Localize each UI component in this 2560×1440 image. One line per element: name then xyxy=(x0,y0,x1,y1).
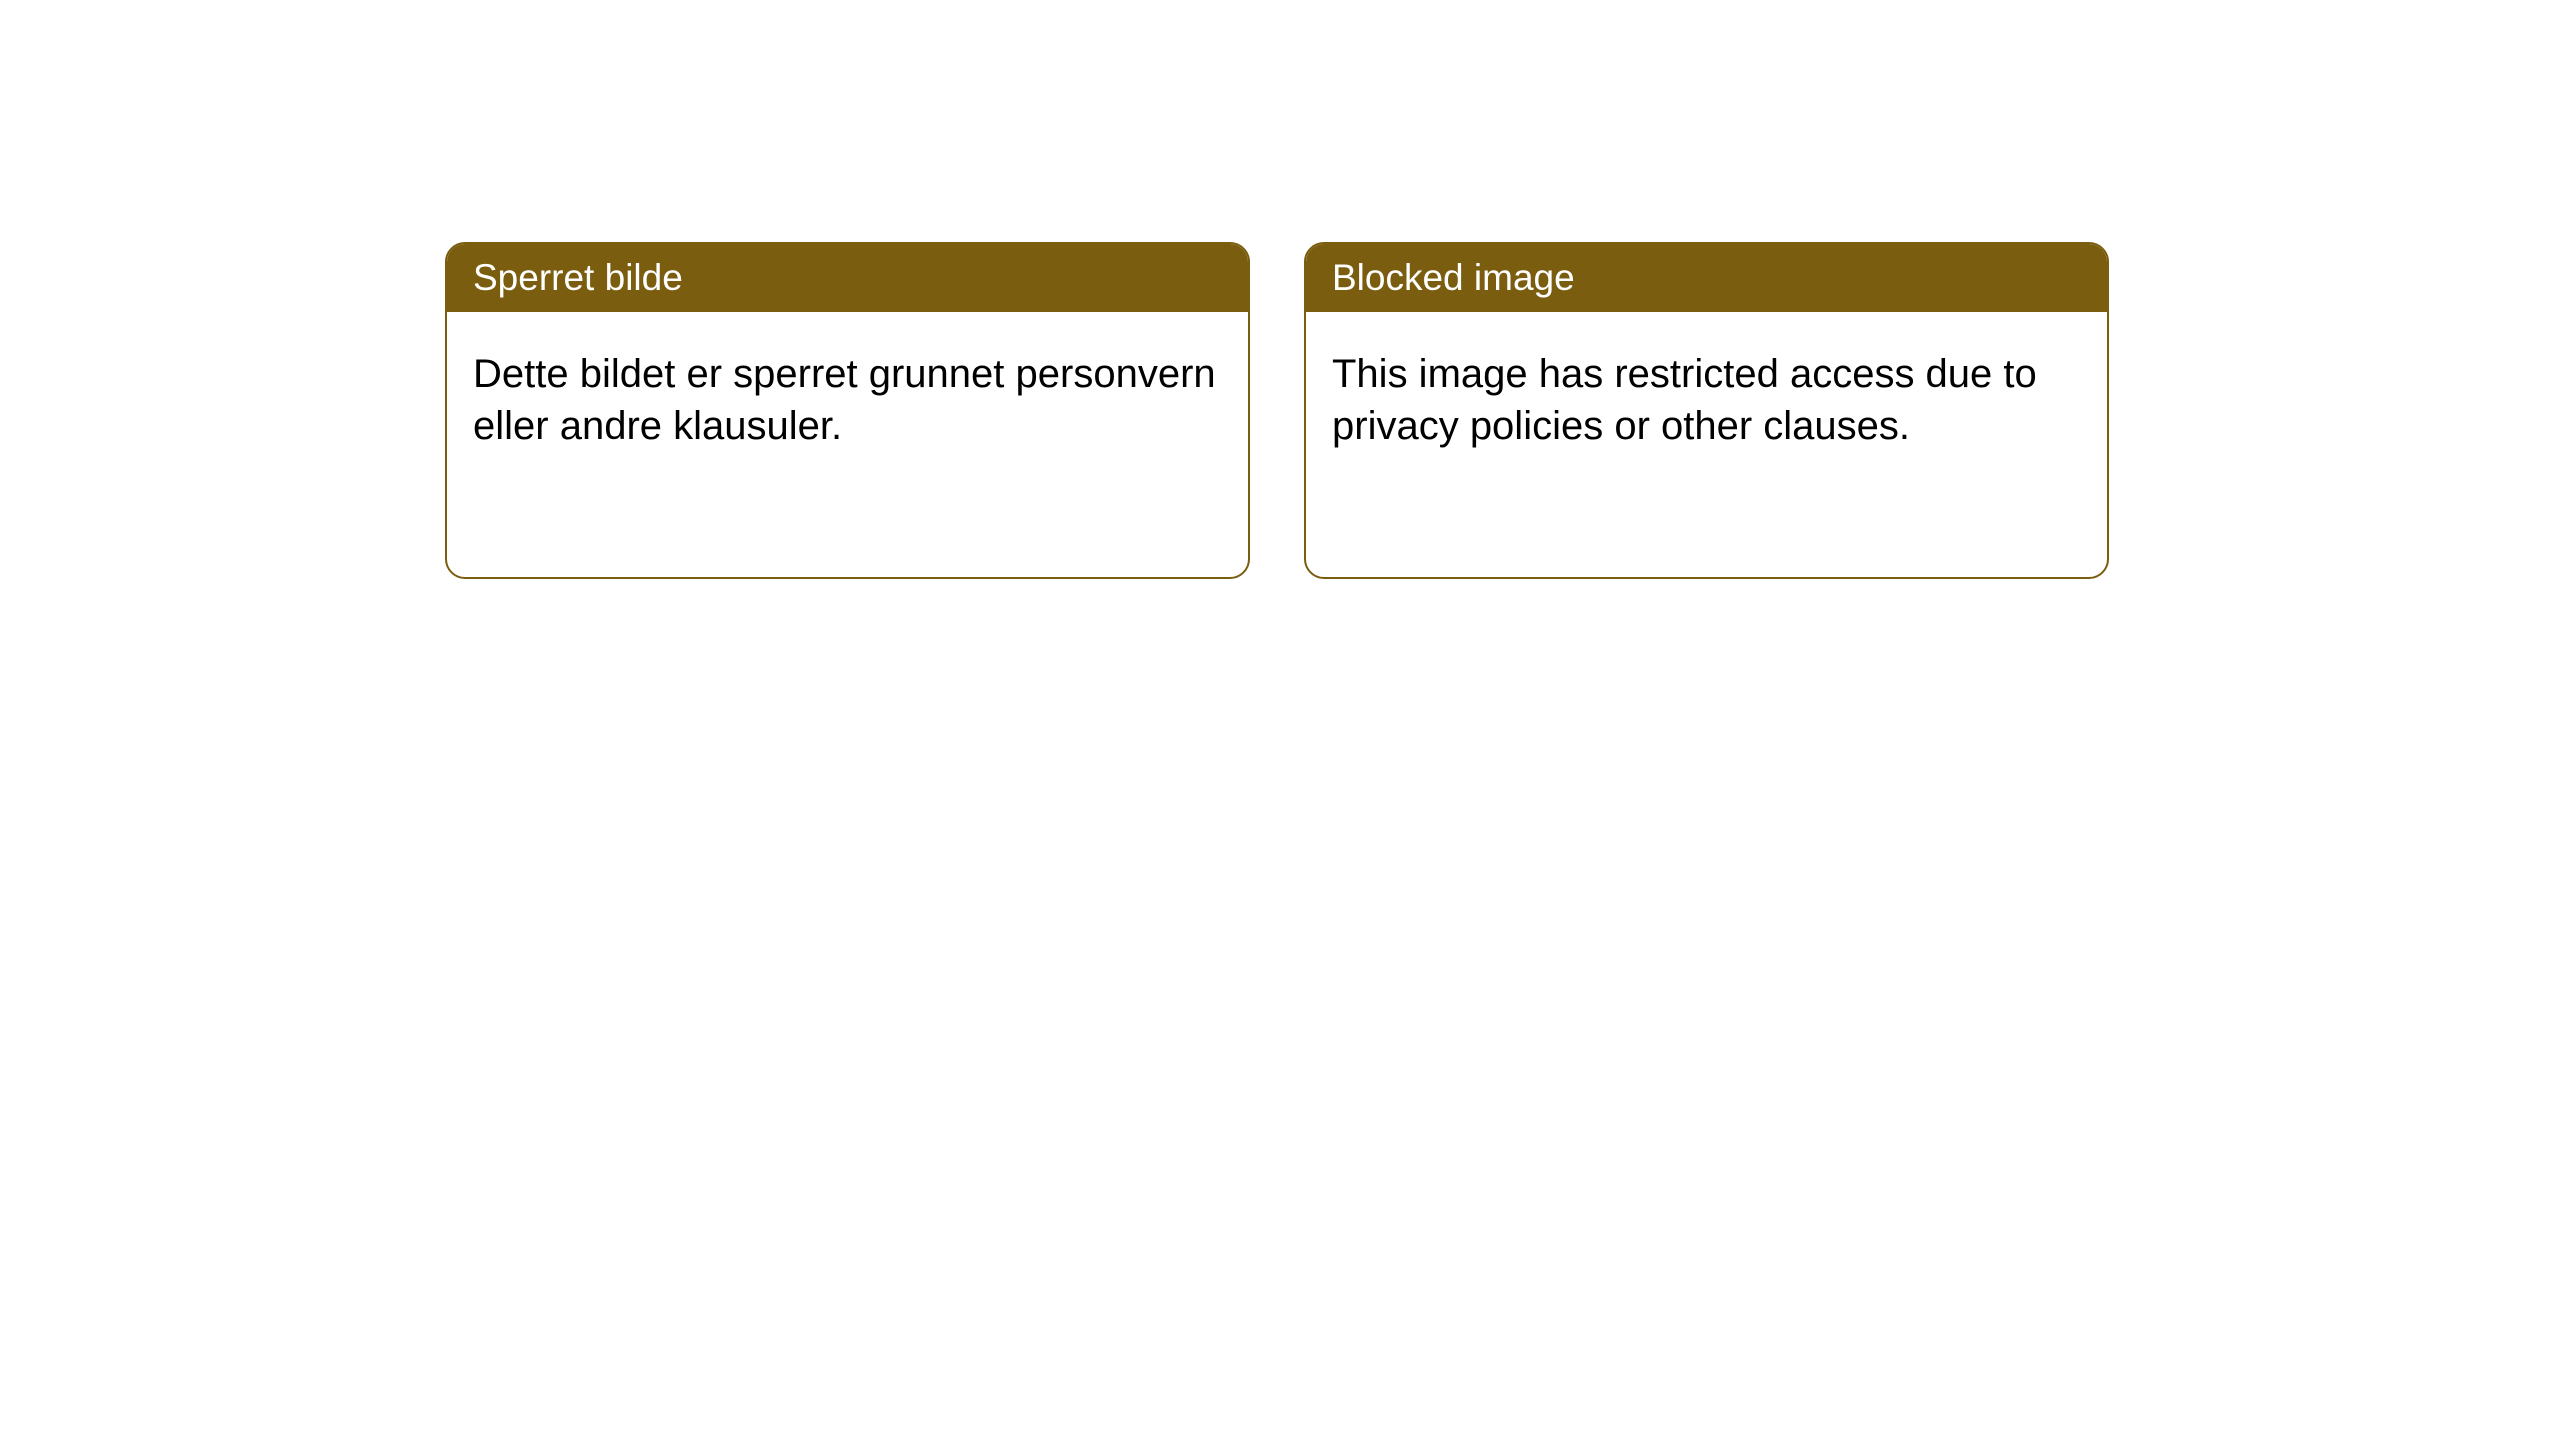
notice-body-english: This image has restricted access due to … xyxy=(1306,312,2107,488)
notice-card-norwegian: Sperret bilde Dette bildet er sperret gr… xyxy=(445,242,1250,579)
notice-body-norwegian: Dette bildet er sperret grunnet personve… xyxy=(447,312,1248,488)
notice-card-english: Blocked image This image has restricted … xyxy=(1304,242,2109,579)
notice-container: Sperret bilde Dette bildet er sperret gr… xyxy=(0,0,2560,579)
notice-header-norwegian: Sperret bilde xyxy=(447,244,1248,312)
notice-header-english: Blocked image xyxy=(1306,244,2107,312)
